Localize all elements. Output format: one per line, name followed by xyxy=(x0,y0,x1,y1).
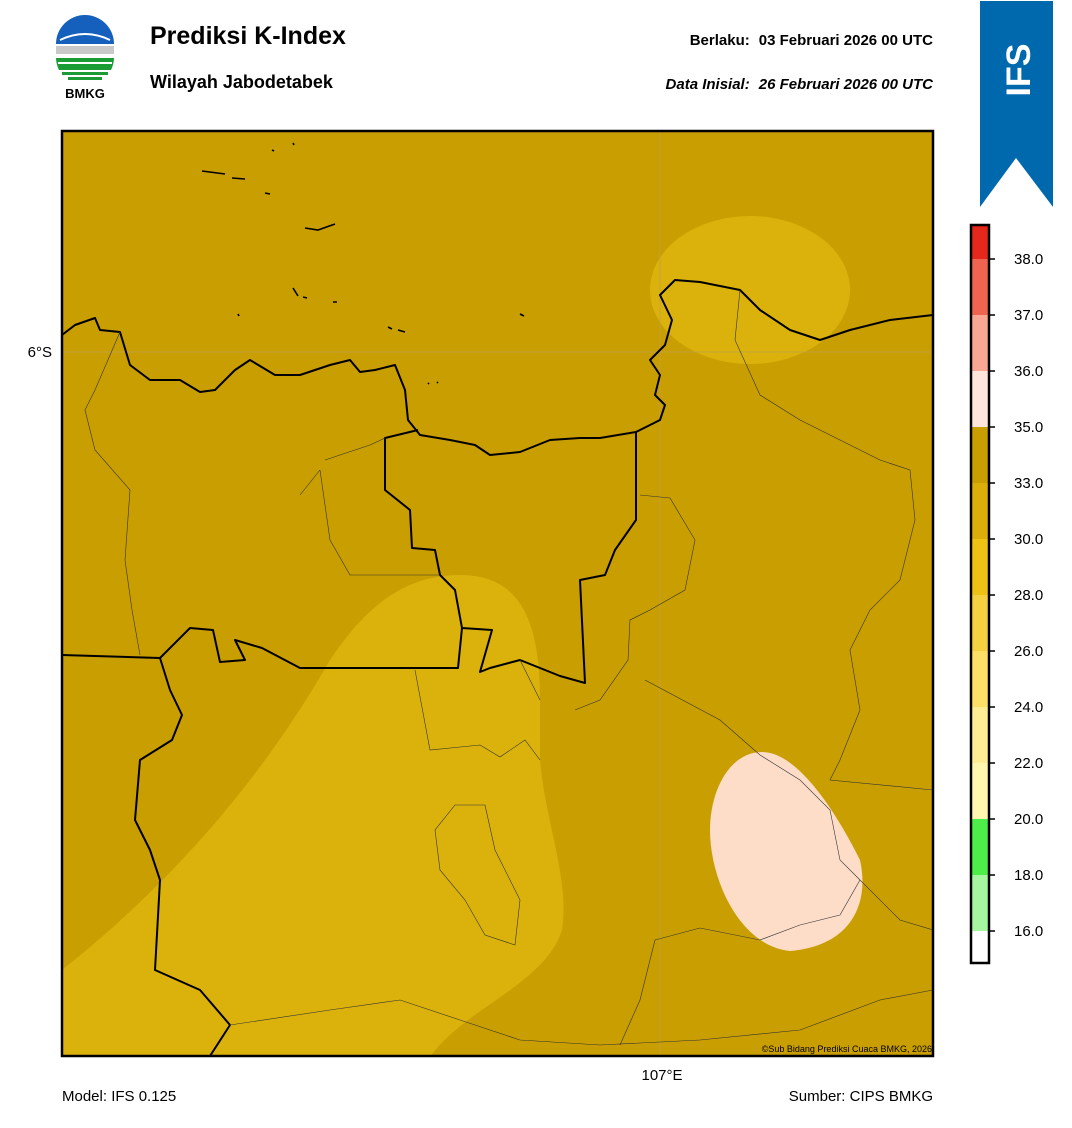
colorbar-segment xyxy=(971,315,989,371)
init-line: Data Inisial: 26 Februari 2026 00 UTC xyxy=(666,76,935,93)
source: Sumber: CIPS BMKG xyxy=(789,1088,933,1105)
colorbar-segment xyxy=(971,371,989,427)
credit: ©Sub Bidang Prediksi Cuaca BMKG, 2026 xyxy=(762,1044,932,1054)
colorbar-tick-label: 16.0 xyxy=(1014,923,1043,940)
valid-line: Berlaku: 03 Februari 2026 00 UTC xyxy=(690,32,933,49)
logo-text: BMKG xyxy=(65,86,105,101)
map: ©Sub Bidang Prediksi Cuaca BMKG, 2026 xyxy=(62,131,933,1056)
colorbar-tick-label: 22.0 xyxy=(1014,755,1043,772)
init-label: Data Inisial: xyxy=(666,76,750,93)
colorbar-segment xyxy=(971,651,989,707)
init-time: 26 Februari 2026 00 UTC xyxy=(758,76,934,93)
colorbar-frame xyxy=(969,223,991,965)
colorbar: 16.0 18.0 20.0 22.0 24.0 26.0 28.0 30.0 33.0 35.0… xyxy=(969,223,1043,965)
colorbar-tick-label: 30.0 xyxy=(1014,531,1043,548)
lon-label: 107°E xyxy=(641,1067,682,1084)
subtitle: Wilayah Jabodetabek xyxy=(150,72,334,92)
model: Model: IFS 0.125 xyxy=(62,1088,176,1105)
map-frame xyxy=(60,129,935,1058)
badge-text: IFS xyxy=(1000,44,1038,97)
valid-label: Berlaku: xyxy=(690,32,750,49)
lat-label: 6°S xyxy=(28,344,52,361)
logo: BMKG xyxy=(56,15,114,101)
colorbar-segment xyxy=(971,931,989,963)
colorbar-segment xyxy=(971,225,989,259)
colorbar-segment xyxy=(971,539,989,595)
colorbar-segment xyxy=(971,595,989,651)
colorbar-segment xyxy=(971,707,989,763)
colorbar-segment xyxy=(971,427,989,483)
colorbar-segment xyxy=(971,763,989,819)
colorbar-segment xyxy=(971,259,989,315)
colorbar-segment xyxy=(971,819,989,875)
title: Prediksi K-Index xyxy=(150,22,346,50)
colorbar-tick-label: 35.0 xyxy=(1014,419,1043,436)
colorbar-tick-label: 18.0 xyxy=(1014,867,1043,884)
colorbar-tick-label: 20.0 xyxy=(1014,811,1043,828)
colorbar-tick-label: 38.0 xyxy=(1014,251,1043,268)
valid-time: 03 Februari 2026 00 UTC xyxy=(759,32,933,49)
colorbar-segment xyxy=(971,875,989,931)
colorbar-tick-label: 24.0 xyxy=(1014,699,1043,716)
colorbar-tick-label: 37.0 xyxy=(1014,307,1043,324)
colorbar-segment xyxy=(971,483,989,539)
colorbar-tick-label: 36.0 xyxy=(1014,363,1043,380)
badge xyxy=(980,1,1053,207)
colorbar-tick-label: 33.0 xyxy=(1014,475,1043,492)
colorbar-tick-label: 26.0 xyxy=(1014,643,1043,660)
colorbar-tick-label: 28.0 xyxy=(1014,587,1043,604)
